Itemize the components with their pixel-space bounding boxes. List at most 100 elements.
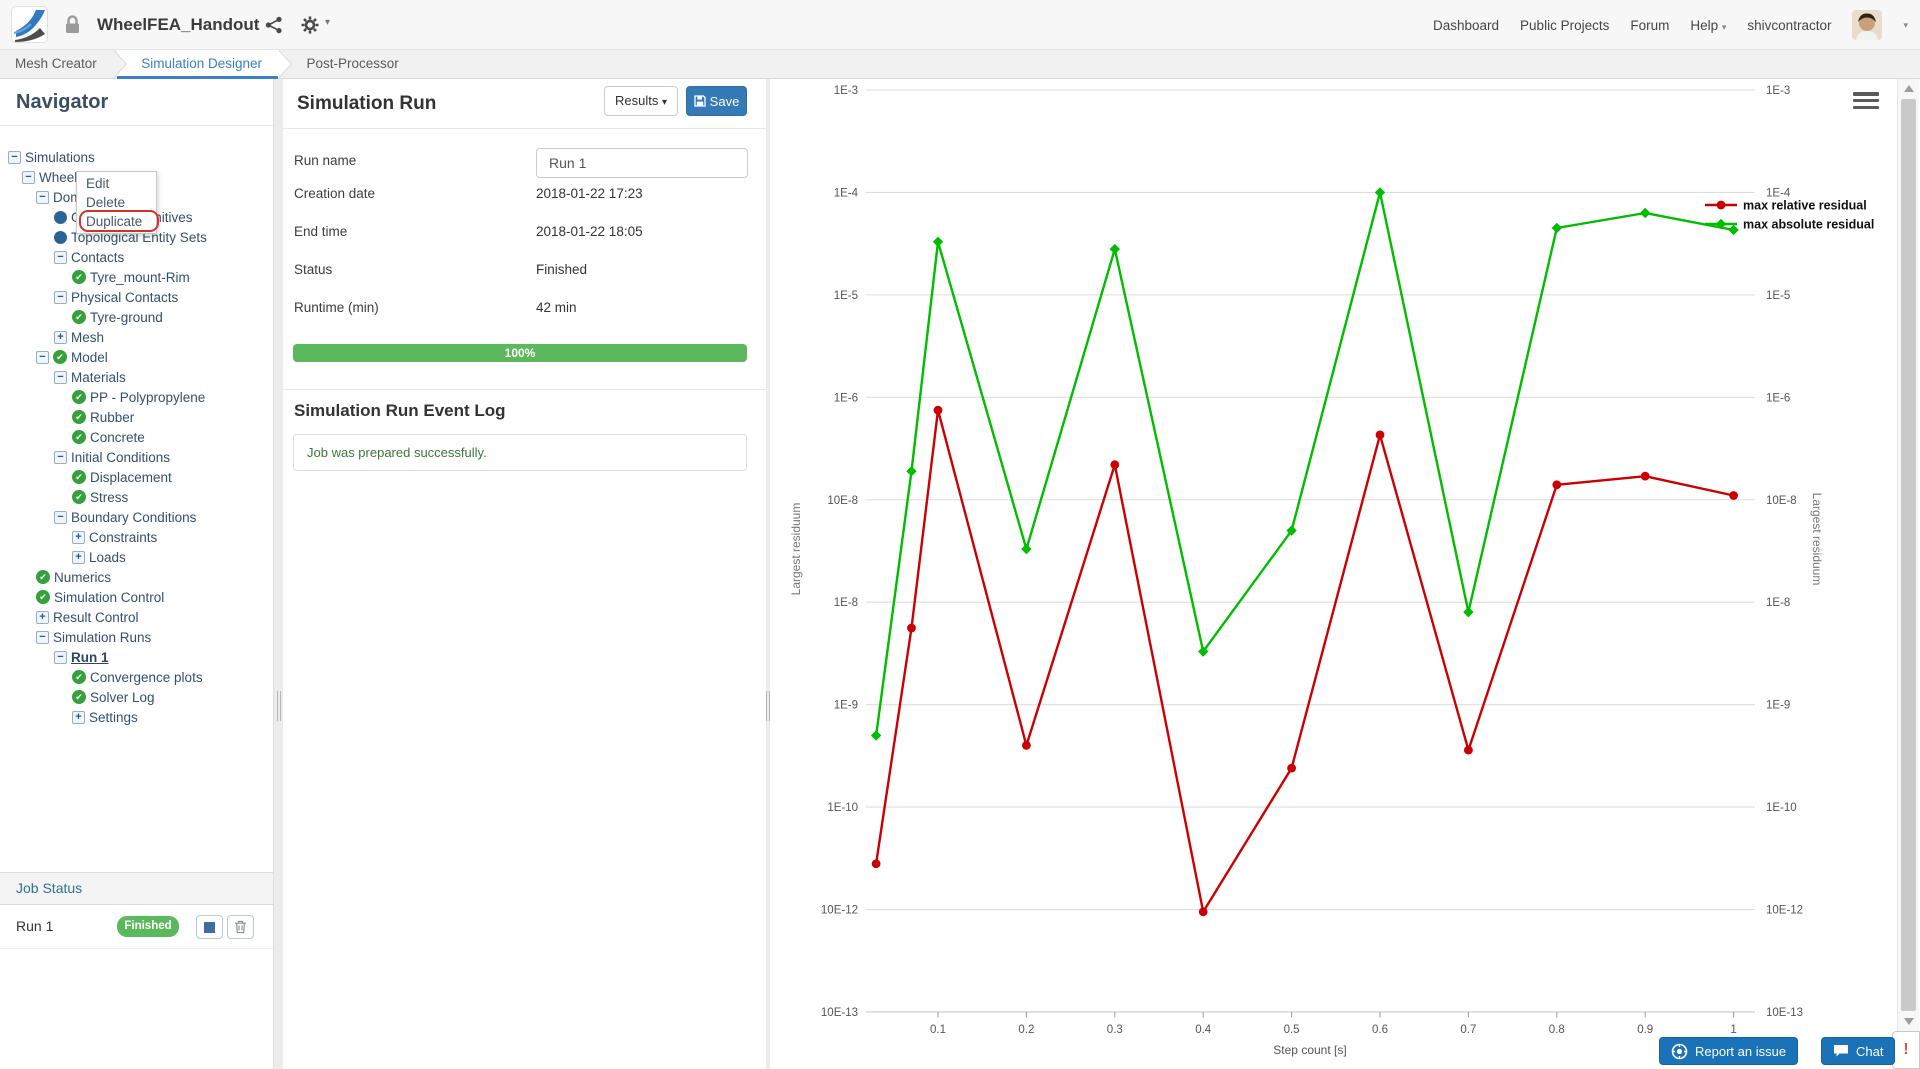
alert-tab[interactable]: ! (1892, 1031, 1920, 1069)
context-menu-item-duplicate[interactable]: Duplicate (77, 210, 159, 232)
resizer-grip[interactable] (276, 691, 281, 721)
stop-job-button[interactable] (196, 915, 223, 939)
field-value-creation-date: 2018-01-22 17:23 (536, 186, 643, 201)
collapse-icon[interactable]: − (54, 510, 67, 524)
scrollbar-thumb[interactable] (1901, 99, 1916, 1011)
tree-item-simulations[interactable]: − Simulations (0, 147, 273, 167)
context-menu-item-edit[interactable]: Edit (86, 176, 110, 191)
tab-simulation-designer[interactable]: Simulation Designer (117, 50, 292, 79)
tree-item-solver-log[interactable]: ✔ Solver Log (0, 687, 273, 707)
tree-item-label: Result Control (53, 609, 139, 625)
delete-job-button[interactable] (227, 915, 254, 939)
tree-item-result-control[interactable]: + Result Control (0, 607, 273, 627)
collapse-icon[interactable]: − (54, 650, 67, 664)
tree-item-pp-polypropylene[interactable]: ✔ PP - Polypropylene (0, 387, 273, 407)
gear-caret-icon[interactable]: ▾ (325, 17, 331, 28)
tree-item-convergence-plots[interactable]: ✔ Convergence plots (0, 667, 273, 687)
tree-item-model[interactable]: − ✔ Model (0, 347, 273, 367)
user-avatar[interactable] (1852, 10, 1883, 40)
panel-resizer[interactable] (274, 79, 283, 1069)
svg-text:Largest residuum: Largest residuum (789, 503, 803, 596)
run-name-input[interactable] (536, 148, 748, 178)
tree-item-loads[interactable]: + Loads (0, 547, 273, 567)
scroll-down-icon[interactable] (1904, 1018, 1914, 1025)
chart-menu-icon[interactable] (1853, 92, 1879, 111)
tree-item-materials[interactable]: − Materials (0, 367, 273, 387)
tree-item-label: Contacts (71, 249, 125, 265)
svg-text:1E-6: 1E-6 (834, 392, 858, 404)
collapse-icon[interactable]: − (54, 450, 67, 464)
collapse-icon[interactable]: − (36, 630, 49, 644)
check-icon: ✔ (72, 430, 86, 444)
tree-item-label: Mesh (71, 329, 105, 345)
collapse-icon[interactable]: − (54, 370, 67, 384)
tree-item-tyre-mount-rim[interactable]: ✔ Tyre_mount-Rim (0, 267, 273, 287)
field-label-runtime: Runtime (min) (294, 300, 379, 315)
svg-text:1E-9: 1E-9 (834, 700, 858, 712)
field-value-end-time: 2018-01-22 18:05 (536, 224, 643, 239)
tree-item-label: PP - Polypropylene (90, 389, 206, 405)
expand-icon[interactable]: + (54, 330, 67, 344)
tree-item-simulation-runs[interactable]: − Simulation Runs (0, 627, 273, 647)
context-menu-item-delete[interactable]: Delete (86, 195, 126, 210)
expand-icon[interactable]: + (72, 710, 85, 724)
save-button[interactable]: Save (686, 86, 747, 116)
tree-item-mesh[interactable]: + Mesh (0, 327, 273, 347)
tree-item-label: Boundary Conditions (71, 509, 197, 525)
tab-post-processor[interactable]: Post-Processor (306, 56, 399, 71)
tree-item-numerics[interactable]: ✔ Numerics (0, 567, 273, 587)
chat-button[interactable]: Chat (1821, 1037, 1896, 1065)
collapse-icon[interactable]: − (36, 350, 49, 364)
collapse-icon[interactable]: − (54, 250, 67, 264)
panel-resizer[interactable] (766, 79, 770, 1069)
nav-help[interactable]: Help ▾ (1690, 17, 1727, 33)
tree-item-tyre-ground[interactable]: ✔ Tyre-ground (0, 307, 273, 327)
scroll-up-icon[interactable] (1904, 85, 1914, 92)
app-logo-icon[interactable] (11, 6, 48, 43)
chart-scrollbar[interactable] (1897, 79, 1919, 1031)
tree-item-concrete[interactable]: ✔ Concrete (0, 427, 273, 447)
tree-item-constraints[interactable]: + Constraints (0, 527, 273, 547)
collapse-icon[interactable]: − (54, 290, 67, 304)
report-issue-button[interactable]: Report an issue (1659, 1037, 1799, 1065)
tab-mesh-creator[interactable]: Mesh Creator (0, 50, 127, 79)
tree-item-simulation-control[interactable]: ✔ Simulation Control (0, 587, 273, 607)
svg-text:Largest residuum: Largest residuum (1810, 493, 1824, 586)
tree-item-initial-conditions[interactable]: − Initial Conditions (0, 447, 273, 467)
tree-item-label: Convergence plots (90, 669, 203, 685)
tree-item-contacts[interactable]: − Contacts (0, 247, 273, 267)
field-value-runtime: 42 min (536, 300, 577, 315)
tree-item-settings[interactable]: + Settings (0, 707, 273, 727)
resizer-grip[interactable] (766, 691, 770, 721)
tree-item-stress[interactable]: ✔ Stress (0, 487, 273, 507)
event-log-message: Job was prepared successfully. (307, 445, 487, 460)
nav-forum[interactable]: Forum (1630, 17, 1670, 33)
share-icon[interactable] (265, 16, 283, 39)
tree-item-displacement[interactable]: ✔ Displacement (0, 467, 273, 487)
check-icon: ✔ (72, 270, 86, 284)
avatar-caret-icon[interactable]: ▾ (1903, 19, 1908, 30)
tree-item-label: Tyre-ground (90, 309, 163, 325)
svg-text:1E-6: 1E-6 (1766, 392, 1790, 404)
field-label-run-name: Run name (294, 153, 357, 168)
tree-item-physical-contacts[interactable]: − Physical Contacts (0, 287, 273, 307)
tree-item-label: Concrete (90, 429, 145, 445)
nav-dashboard[interactable]: Dashboard (1433, 17, 1500, 33)
expand-icon[interactable]: + (72, 550, 85, 564)
tree-item-run-1[interactable]: − Run 1 (0, 647, 273, 667)
collapse-icon[interactable]: − (8, 150, 21, 164)
svg-text:10E-13: 10E-13 (821, 1007, 858, 1019)
nav-username[interactable]: shivcontractor (1747, 17, 1832, 33)
event-log-box: Job was prepared successfully. (293, 434, 747, 471)
check-icon: ✔ (36, 590, 50, 604)
results-dropdown-button[interactable]: Results ▾ (604, 86, 678, 116)
tree-item-rubber[interactable]: ✔ Rubber (0, 407, 273, 427)
nav-public-projects[interactable]: Public Projects (1520, 17, 1610, 33)
trash-icon (235, 920, 246, 934)
expand-icon[interactable]: + (36, 610, 49, 624)
expand-icon[interactable]: + (72, 530, 85, 544)
tree-item-boundary-conditions[interactable]: − Boundary Conditions (0, 507, 273, 527)
collapse-icon[interactable]: − (36, 190, 49, 204)
collapse-icon[interactable]: − (22, 170, 35, 184)
gear-icon[interactable] (300, 15, 320, 40)
